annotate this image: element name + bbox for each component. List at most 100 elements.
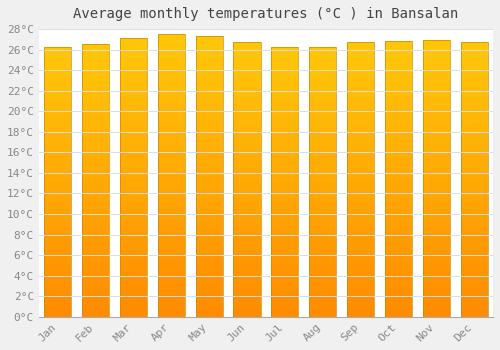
Bar	[158, 62, 185, 68]
Bar	[309, 225, 336, 230]
Bar	[271, 171, 298, 176]
Bar	[347, 158, 374, 163]
Bar	[158, 193, 185, 198]
Bar	[234, 191, 260, 196]
Bar	[460, 202, 488, 207]
Bar	[385, 251, 412, 256]
Bar	[422, 145, 450, 151]
Bar	[44, 263, 72, 268]
Bar	[271, 133, 298, 138]
Bar	[158, 306, 185, 311]
Bar	[120, 77, 147, 83]
Bar	[422, 51, 450, 57]
Bar	[158, 283, 185, 288]
Bar	[82, 148, 109, 153]
Bar	[44, 100, 72, 106]
Bar	[44, 47, 72, 52]
Bar	[234, 81, 260, 86]
Title: Average monthly temperatures (°C ) in Bansalan: Average monthly temperatures (°C ) in Ba…	[74, 7, 458, 21]
Bar	[385, 168, 412, 174]
Bar	[158, 288, 185, 294]
Bar	[44, 193, 72, 198]
Bar	[120, 144, 147, 150]
Bar	[460, 224, 488, 229]
Bar	[347, 245, 374, 251]
Bar	[234, 306, 260, 311]
Bar	[347, 42, 374, 317]
Bar	[385, 300, 412, 306]
Bar	[460, 125, 488, 130]
Bar	[309, 106, 336, 111]
Bar	[347, 278, 374, 284]
Bar	[82, 191, 109, 197]
Bar	[120, 278, 147, 284]
Bar	[196, 76, 223, 81]
Bar	[82, 83, 109, 88]
Bar	[234, 125, 260, 130]
Bar	[82, 170, 109, 175]
Bar	[460, 295, 488, 300]
Bar	[271, 306, 298, 312]
Bar	[196, 165, 223, 171]
Bar	[82, 88, 109, 93]
Bar	[309, 230, 336, 236]
Bar	[234, 207, 260, 212]
Bar	[309, 100, 336, 106]
Bar	[196, 272, 223, 278]
Bar	[385, 306, 412, 311]
Bar	[385, 289, 412, 295]
Bar	[385, 113, 412, 119]
Bar	[44, 295, 72, 301]
Bar	[422, 239, 450, 245]
Bar	[422, 85, 450, 90]
Bar	[196, 244, 223, 250]
Bar	[82, 66, 109, 72]
Bar	[422, 300, 450, 306]
Bar	[44, 246, 72, 252]
Bar	[44, 171, 72, 176]
Bar	[158, 311, 185, 317]
Bar	[44, 74, 72, 79]
Bar	[460, 152, 488, 158]
Bar	[460, 207, 488, 212]
Bar	[234, 218, 260, 224]
Bar	[460, 245, 488, 251]
Bar	[385, 124, 412, 130]
Bar	[309, 284, 336, 290]
Bar	[120, 300, 147, 306]
Bar	[271, 193, 298, 198]
Bar	[347, 311, 374, 317]
Bar	[271, 209, 298, 214]
Bar	[309, 133, 336, 138]
Bar	[460, 42, 488, 48]
Bar	[347, 54, 374, 59]
Bar	[385, 146, 412, 152]
Bar	[234, 262, 260, 267]
Bar	[271, 203, 298, 209]
Bar	[234, 284, 260, 289]
Bar	[158, 142, 185, 147]
Bar	[196, 53, 223, 59]
Bar	[422, 201, 450, 206]
Bar	[120, 161, 147, 166]
Bar	[196, 182, 223, 188]
Bar	[385, 256, 412, 262]
Bar	[347, 257, 374, 262]
Bar	[422, 245, 450, 251]
Bar	[234, 130, 260, 136]
Bar	[234, 136, 260, 141]
Bar	[82, 213, 109, 219]
Bar	[309, 68, 336, 74]
Bar	[120, 205, 147, 211]
Bar	[158, 96, 185, 102]
Bar	[385, 91, 412, 97]
Bar	[309, 47, 336, 52]
Bar	[422, 178, 450, 184]
Bar	[196, 132, 223, 137]
Bar	[234, 86, 260, 92]
Bar	[385, 206, 412, 212]
Bar	[120, 38, 147, 317]
Bar	[120, 133, 147, 139]
Bar	[234, 70, 260, 75]
Bar	[196, 278, 223, 283]
